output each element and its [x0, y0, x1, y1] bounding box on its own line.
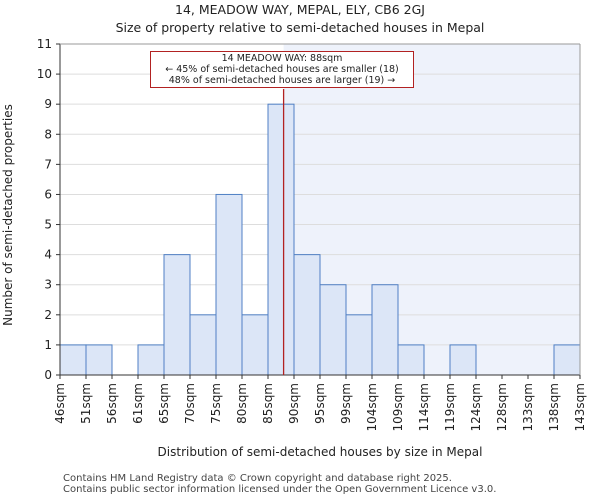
y-tick-label: 1: [44, 338, 52, 352]
histogram-bar: [345, 314, 373, 376]
x-tick-label: 56sqm: [105, 383, 119, 424]
x-tick-label: 80sqm: [235, 383, 249, 424]
x-tick-label: 90sqm: [287, 383, 301, 424]
chart-title: Size of property relative to semi-detach…: [115, 20, 485, 35]
x-tick-label: 133sqm: [521, 383, 535, 431]
y-tick-label: 9: [44, 97, 52, 111]
y-tick-label: 0: [44, 368, 52, 382]
histogram-bar: [397, 344, 425, 376]
y-tick-label: 5: [44, 218, 52, 232]
x-tick-label: 51sqm: [79, 383, 93, 424]
histogram-bar: [371, 284, 399, 376]
property-annotation-box: 14 MEADOW WAY: 88sqm ← 45% of semi-detac…: [150, 51, 414, 88]
x-tick-label: 70sqm: [183, 383, 197, 424]
x-tick-label: 61sqm: [131, 383, 145, 424]
x-tick-label: 104sqm: [365, 383, 379, 431]
x-tick-label: 138sqm: [547, 383, 561, 431]
histogram-bar: [293, 254, 321, 376]
histogram-bar: [59, 344, 87, 376]
x-tick-label: 95sqm: [313, 383, 327, 424]
x-tick-label: 128sqm: [495, 383, 509, 431]
y-tick-label: 4: [44, 248, 52, 262]
x-tick-label: 114sqm: [417, 383, 431, 431]
histogram-bar: [215, 193, 243, 376]
annotation-larger-share: 48% of semi-detached houses are larger (…: [168, 75, 396, 86]
histogram-bar: [553, 344, 581, 376]
y-axis-label: Number of semi-detached properties: [1, 104, 15, 326]
y-tick-label: 6: [44, 187, 52, 201]
y-tick-label: 10: [37, 67, 52, 81]
x-tick-label: 65sqm: [157, 383, 171, 424]
histogram-bar: [189, 314, 217, 376]
histogram-bar: [319, 284, 347, 376]
x-tick-label: 85sqm: [261, 383, 275, 424]
footer-licence: Contains public sector information licen…: [63, 484, 497, 495]
x-tick-label: 119sqm: [443, 383, 457, 431]
histogram-bar: [85, 344, 113, 376]
annotation-smaller-share: ← 45% of semi-detached houses are smalle…: [165, 64, 399, 75]
x-tick-label: 75sqm: [209, 383, 223, 424]
x-tick-label: 46sqm: [53, 383, 67, 424]
x-tick-label: 124sqm: [469, 383, 483, 431]
histogram-bar: [241, 314, 269, 376]
y-tick-label: 8: [44, 127, 52, 141]
x-tick-label: 143sqm: [573, 383, 587, 431]
y-tick-label: 2: [44, 308, 52, 322]
y-tick-label: 3: [44, 278, 52, 292]
y-tick-label: 11: [37, 37, 52, 51]
histogram-bar: [449, 344, 477, 376]
chart-title-address: 14, MEADOW WAY, MEPAL, ELY, CB6 2GJ: [175, 2, 425, 17]
histogram-bar: [163, 254, 191, 376]
y-tick-label: 7: [44, 157, 52, 171]
footer-copyright: Contains HM Land Registry data © Crown c…: [63, 473, 452, 484]
histogram-bar: [137, 344, 165, 376]
x-tick-label: 99sqm: [339, 383, 353, 424]
annotation-property-label: 14 MEADOW WAY: 88sqm: [221, 53, 343, 64]
x-axis-label: Distribution of semi-detached houses by …: [157, 445, 483, 459]
histogram-bar: [267, 103, 295, 376]
x-tick-label: 109sqm: [391, 383, 405, 431]
